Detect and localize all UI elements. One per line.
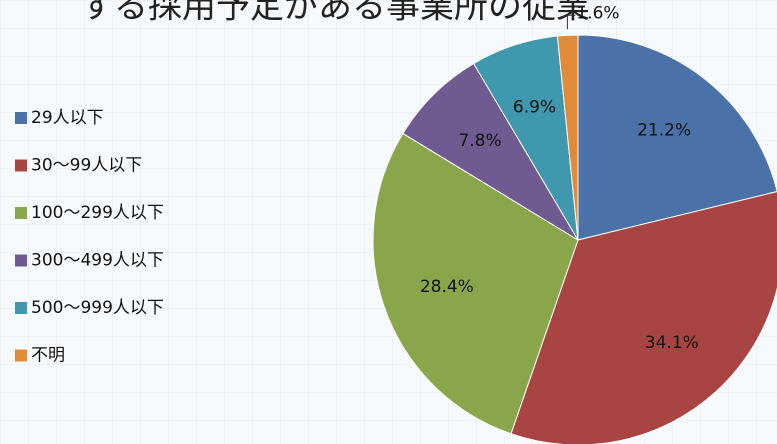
pie-slice	[556, 34, 579, 241]
legend-label: 300〜499人以下	[31, 251, 164, 271]
legend-label: 不明	[31, 346, 65, 366]
legend-label: 30〜99人以下	[31, 156, 142, 176]
data-label: 6.9%	[513, 98, 556, 118]
legend-swatch	[15, 349, 27, 362]
legend-label: 500〜999人以下	[31, 298, 164, 318]
legend-swatch	[15, 112, 27, 124]
pie-slice	[402, 62, 579, 241]
data-label: 1.6%	[576, 3, 619, 23]
data-label: 21.2%	[637, 120, 691, 140]
pie-slice	[510, 191, 777, 444]
chart-title: する採用予定がある事業所の従業	[80, 0, 590, 27]
legend-label: 29人以下	[31, 108, 104, 128]
legend-swatch	[15, 302, 27, 314]
legend-swatch	[15, 207, 27, 219]
data-label: 7.8%	[458, 131, 501, 151]
leader-line	[566, 14, 576, 30]
data-label: 28.4%	[420, 277, 474, 297]
data-label: 34.1%	[645, 333, 699, 353]
legend-swatch	[15, 254, 27, 267]
pie-slice	[372, 132, 579, 435]
pie-slice	[577, 34, 777, 241]
legend-label: 100〜299人以下	[31, 203, 164, 223]
legend-swatch	[15, 159, 27, 172]
